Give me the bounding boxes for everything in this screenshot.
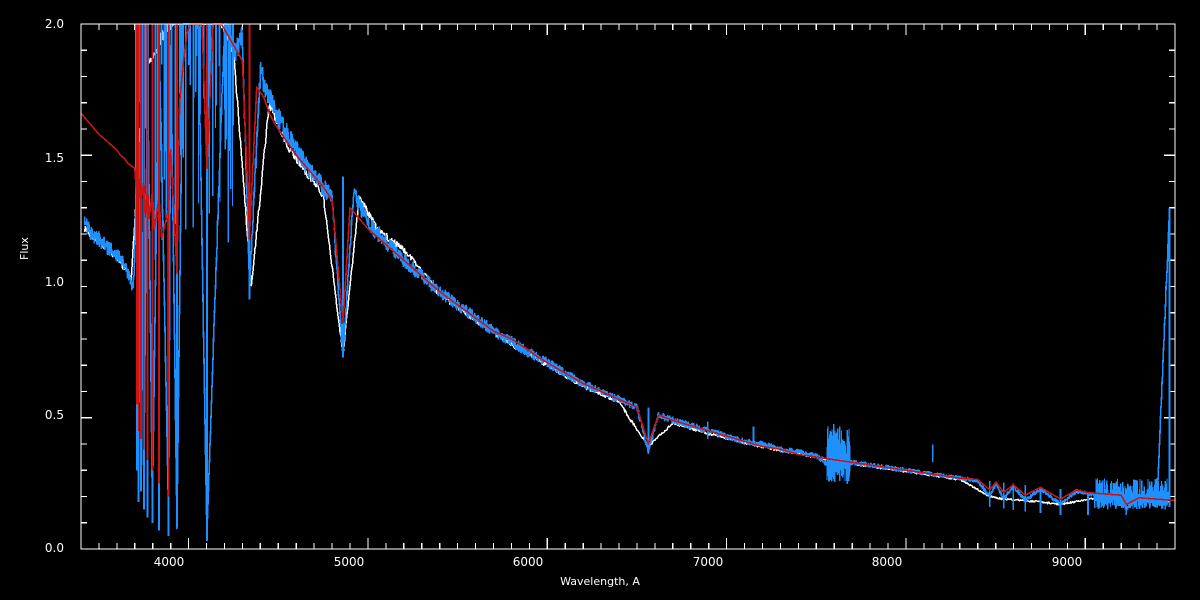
xtick-label-0: 4000 [153,555,185,569]
ytick-label-0: 0.0 [44,541,64,555]
xtick-label-2: 6000 [512,555,544,569]
ytick-label-1: 0.5 [44,408,64,422]
axes-frame [80,23,1176,550]
series-model [80,23,1176,506]
xtick-label-4: 8000 [871,555,903,569]
ytick-label-4: 2.0 [44,17,64,31]
xtick-label-5: 9000 [1051,555,1083,569]
x-axis-label: Wavelength, A [560,575,640,588]
xtick-label-1: 5000 [333,555,365,569]
xtick-label-3: 7000 [692,555,724,569]
y-axis-label: Flux [18,237,31,260]
ytick-label-2: 1.0 [44,275,64,289]
ytick-label-3: 1.5 [44,151,64,165]
